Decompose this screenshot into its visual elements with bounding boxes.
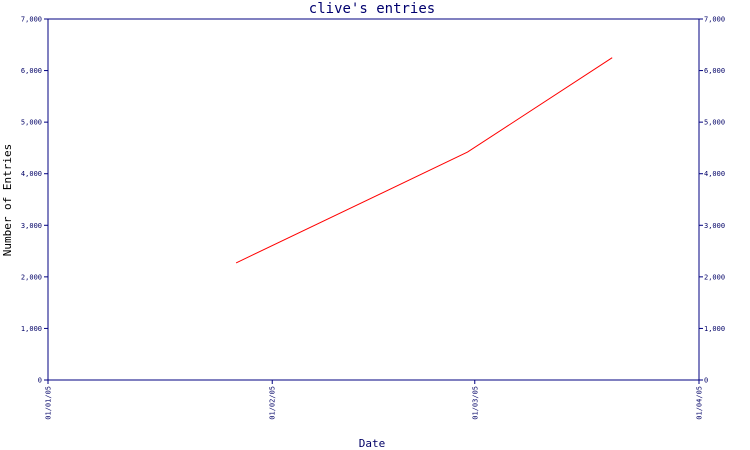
series-line xyxy=(235,57,613,264)
y-tick-label-left: 7,000 xyxy=(21,16,42,24)
x-tick-label: 01/03/05 xyxy=(471,386,479,420)
y-tick-label-left: 2,000 xyxy=(21,273,42,281)
x-axis: 01/01/05 01/02/05 01/03/05 01/04/05 xyxy=(45,380,704,420)
y-tick-label-right: 1,000 xyxy=(704,325,725,333)
y-tick-label-right: 0 xyxy=(704,377,708,385)
y-tick-label-left: 5,000 xyxy=(21,119,42,127)
y-tick-label-right: 7,000 xyxy=(704,16,725,24)
x-axis-label: Date xyxy=(359,437,386,450)
x-tick-label: 01/04/05 xyxy=(696,386,704,420)
y-tick-label-left: 3,000 xyxy=(21,222,42,230)
series-layer xyxy=(235,57,613,264)
y-tick-label-left: 1,000 xyxy=(21,325,42,333)
y-tick-label-left: 0 xyxy=(38,377,42,385)
y-axis-right: 0 1,000 2,000 3,000 4,000 5,000 6,000 7,000 xyxy=(699,16,725,385)
y-tick-label-left: 6,000 xyxy=(21,67,42,75)
chart-title: clive's entries xyxy=(309,1,435,17)
y-axis-label: Number of Entries xyxy=(1,144,14,257)
y-axis-left: 0 1,000 2,000 3,000 4,000 5,000 6,000 7,000 xyxy=(21,16,48,385)
y-tick-label-right: 4,000 xyxy=(704,170,725,178)
y-tick-label-right: 2,000 xyxy=(704,273,725,281)
y-tick-label-right: 3,000 xyxy=(704,222,725,230)
plot-frame xyxy=(47,18,700,381)
x-tick-label: 01/02/05 xyxy=(269,386,277,420)
y-tick-label-right: 6,000 xyxy=(704,67,725,75)
x-tick-label: 01/01/05 xyxy=(45,386,53,420)
y-tick-label-left: 4,000 xyxy=(21,170,42,178)
y-tick-label-right: 5,000 xyxy=(704,119,725,127)
